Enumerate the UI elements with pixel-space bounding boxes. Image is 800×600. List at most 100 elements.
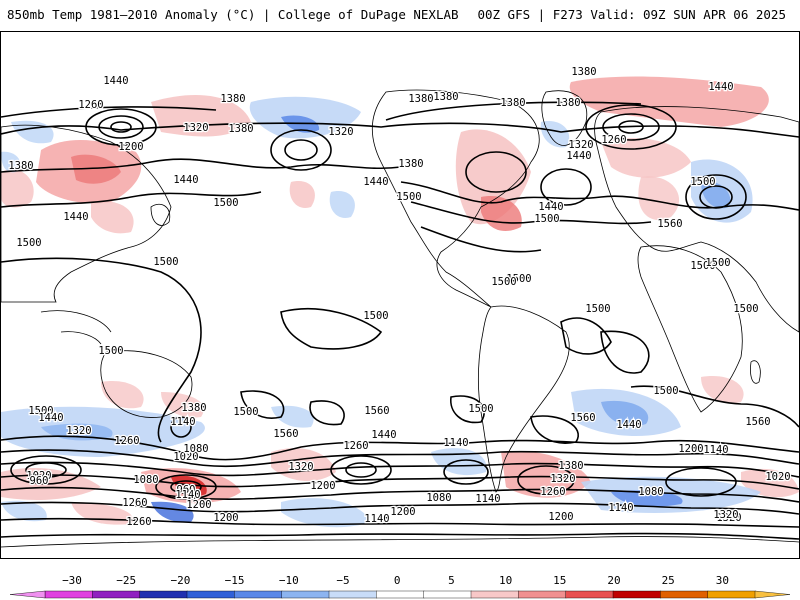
contour-label: 1500	[705, 257, 730, 269]
colorbar-max-arrow	[754, 590, 791, 599]
contour-label: 1500	[233, 406, 258, 418]
warm-anomaly-region	[638, 176, 680, 221]
colorbar-tick-label: 0	[394, 574, 401, 587]
contour-label: 1560	[364, 405, 389, 417]
cool-anomaly-region	[151, 501, 194, 523]
contour-line	[1, 449, 799, 468]
contour-label: 1380	[398, 158, 423, 170]
colorbar-tick-label: 30	[716, 574, 729, 587]
colorbar-min-arrow	[9, 590, 46, 599]
contour-label: 1080	[426, 492, 451, 504]
contour-line	[284, 139, 318, 161]
continent-outlines	[1, 89, 799, 548]
contour-line	[1, 435, 799, 461]
contour-label: 1380	[433, 91, 458, 103]
contour-label: 1380	[555, 97, 580, 109]
contour-label: 1320	[716, 512, 741, 524]
contour-label: 1320	[568, 139, 593, 151]
contour-label: 1200	[213, 512, 238, 524]
contour-label: 1560	[657, 218, 682, 230]
contour-line	[1, 461, 799, 478]
colorbar-tick-label: 25	[662, 574, 675, 587]
indonesia-outline	[40, 310, 112, 345]
contour-line	[98, 115, 144, 139]
contour-line	[1, 474, 799, 490]
contour-label: 1080	[133, 474, 158, 486]
header-bar: 850mb Temp 1981–2010 Anomaly (°C) | Coll…	[0, 0, 800, 28]
contour-label: 1200	[548, 511, 573, 523]
contour-line	[585, 104, 677, 150]
colorbar-graphic: −30 −25 −20 −15 −10 −5 0 5 10 15 20 25 30	[9, 574, 791, 599]
contour-line	[465, 151, 527, 193]
contour-label: 1200	[118, 141, 143, 153]
europe-asia-outline	[594, 106, 799, 333]
contour-line	[1, 501, 799, 515]
colorbar-tick-label: −10	[279, 574, 299, 587]
asia-west-outline	[1, 124, 172, 303]
contour-label: 1140	[475, 493, 500, 505]
map-panel: 1440 1380 1260 1200 1320 1380 1380 1440 1440 1500…	[0, 31, 800, 559]
contour-label: 1200	[678, 443, 703, 455]
contour-label: 1140	[608, 502, 633, 514]
cool-anomaly-region	[611, 490, 683, 507]
colorbar-segment	[660, 590, 709, 599]
colorbar-tick-label: −30	[62, 574, 82, 587]
contour-line	[1, 517, 799, 528]
colorbar-tick-label: −15	[225, 574, 245, 587]
contour-label: 1500	[396, 191, 421, 203]
contour-label: 1260	[114, 435, 139, 447]
contour-label: 1380	[571, 66, 596, 78]
contour-line	[110, 121, 132, 133]
contour-line	[170, 480, 202, 494]
japan-outline	[150, 203, 171, 226]
contour-label: 1500	[363, 310, 388, 322]
contour-label: 1140	[443, 437, 468, 449]
colorbar-segment	[470, 590, 520, 599]
contour-label: 1140	[175, 489, 200, 501]
colorbar-tick-label: 20	[607, 574, 620, 587]
contour-label: 1260	[126, 516, 151, 528]
antarctica-coast	[1, 536, 799, 548]
contour-label: 1020	[26, 470, 51, 482]
contour-label: 1260	[601, 134, 626, 146]
contour-line	[1, 257, 202, 443]
contour-label: 1500	[16, 237, 41, 249]
model-run-info: 00Z GFS | F273 Valid: 09Z SUN APR 06 202…	[477, 7, 786, 22]
contour-label: 1140	[170, 416, 195, 428]
contour-label: 1440	[708, 81, 733, 93]
colorbar-tick-label: −5	[336, 574, 349, 587]
north-america-outline	[371, 89, 540, 308]
colorbar: −30 −25 −20 −15 −10 −5 0 5 10 15 20 25 30	[0, 568, 800, 600]
contour-label: 960	[30, 475, 49, 487]
cool-anomaly-region	[11, 120, 54, 144]
height-contours	[1, 101, 799, 540]
contour-line	[630, 385, 799, 428]
contour-label: 1320	[328, 126, 353, 138]
cool-anomaly-region	[271, 405, 314, 428]
contour-line	[1, 486, 799, 503]
contour-line	[600, 330, 650, 374]
contour-label: 1440	[566, 150, 591, 162]
colorbar-segment	[376, 590, 425, 599]
colorbar-segment	[281, 590, 330, 599]
cool-anomaly-region	[329, 191, 355, 218]
contour-label: 1320	[713, 509, 738, 521]
warm-anomaly-region	[101, 381, 144, 409]
contour-label: 1560	[273, 428, 298, 440]
contour-line	[85, 108, 157, 146]
colorbar-segment	[92, 590, 141, 599]
contour-line	[685, 174, 747, 220]
contour-label: 1440	[173, 174, 198, 186]
contour-label: 960	[177, 484, 196, 496]
contour-label: 1380	[408, 93, 433, 105]
contour-line	[400, 181, 799, 211]
contour-line	[410, 201, 652, 225]
warm-anomaly-region	[161, 392, 204, 418]
contour-label: 1440	[538, 201, 563, 213]
contour-label: 1500	[585, 303, 610, 315]
contour-line	[385, 101, 642, 121]
contour-label: 1500	[534, 213, 559, 225]
contour-label: 1440	[616, 419, 641, 431]
colorbar-segment	[518, 590, 567, 599]
